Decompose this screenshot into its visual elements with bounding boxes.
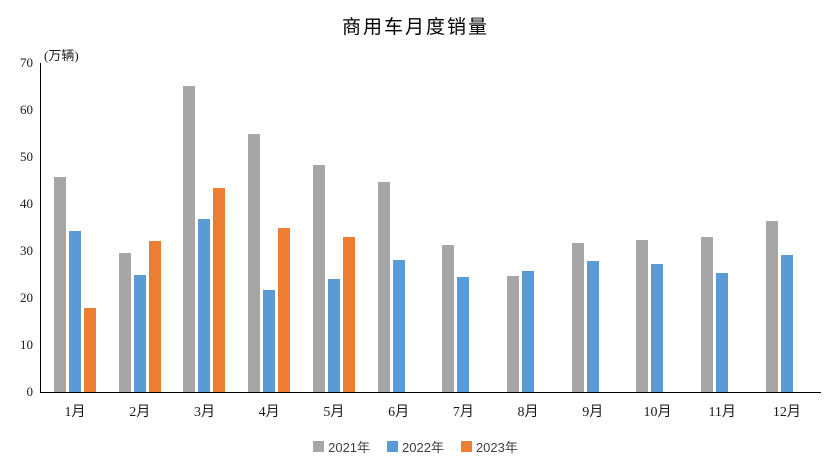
bar-2022年-3月	[198, 218, 211, 392]
bar-2021年-4月	[248, 133, 261, 392]
bar-2023年-5月	[342, 237, 355, 392]
bar-2021年-9月	[571, 243, 584, 392]
y-tick-label: 40	[20, 196, 33, 211]
legend: 2021年 2022年 2023年	[0, 437, 831, 456]
y-tick-label: 30	[20, 243, 33, 258]
bar-2023年-3月	[213, 188, 226, 392]
bar-2021年-1月	[54, 176, 66, 392]
legend-swatch-icon	[313, 441, 325, 452]
legend-label: 2022年	[402, 440, 444, 455]
bar-2022年-11月	[716, 273, 729, 392]
legend-item-2022年: 2022年	[387, 437, 444, 456]
bar-2022年-12月	[780, 254, 793, 392]
x-tick-label: 10月	[643, 405, 672, 420]
legend-swatch-icon	[387, 441, 399, 452]
y-axis-line	[40, 63, 41, 393]
bar-2021年-6月	[377, 182, 390, 392]
legend-label: 2023年	[475, 440, 518, 455]
bar-2023年-1月	[84, 308, 96, 392]
y-tick-label: 0	[26, 384, 34, 399]
legend-item-2023年: 2023年	[460, 437, 518, 456]
bar-2021年-2月	[118, 253, 131, 392]
x-tick-label: 6月	[388, 405, 410, 420]
x-tick-label: 8月	[517, 405, 539, 420]
x-tick-label: 12月	[772, 405, 801, 420]
bar-2022年-2月	[133, 274, 146, 392]
legend-label: 2021年	[328, 440, 371, 455]
bar-2022年-8月	[522, 271, 535, 392]
chart-title: 商用车月度销量	[341, 17, 489, 38]
bar-2022年-6月	[392, 259, 405, 392]
legend-swatch-icon	[460, 441, 472, 452]
bar-2022年-1月	[69, 231, 81, 392]
bar-2021年-3月	[183, 85, 196, 392]
bar-2021年-10月	[636, 239, 649, 392]
x-tick-label: 5月	[323, 405, 345, 420]
x-tick-label: 1月	[64, 405, 86, 420]
bar-2022年-7月	[457, 276, 470, 392]
bar-2023年-2月	[148, 241, 161, 392]
bar-2022年-10月	[651, 264, 664, 392]
x-tick-label: 3月	[193, 405, 215, 420]
y-tick-label: 50	[20, 149, 33, 164]
bar-2021年-8月	[507, 276, 520, 392]
x-tick-label: 2月	[129, 405, 151, 420]
x-tick-label: 4月	[258, 405, 280, 420]
bar-2021年-11月	[701, 236, 714, 392]
bar-2021年-5月	[312, 165, 325, 392]
bar-2021年-7月	[442, 245, 455, 392]
x-tick-label: 11月	[708, 405, 736, 420]
y-axis-unit-label: (万辆)	[44, 48, 79, 63]
x-tick-label: 7月	[452, 405, 474, 420]
y-tick-label: 10	[20, 337, 33, 352]
bar-2022年-9月	[586, 261, 599, 392]
bar-2022年-4月	[263, 290, 276, 392]
bar-2023年-4月	[278, 228, 291, 392]
x-tick-label: 9月	[582, 405, 604, 420]
x-axis-line	[40, 392, 821, 393]
bar-2021年-12月	[765, 220, 778, 392]
y-tick-label: 60	[20, 102, 33, 117]
legend-item-2021年: 2021年	[313, 437, 370, 456]
y-tick-label: 70	[20, 55, 33, 70]
y-tick-label: 20	[20, 290, 33, 305]
bar-2022年-5月	[327, 279, 340, 392]
